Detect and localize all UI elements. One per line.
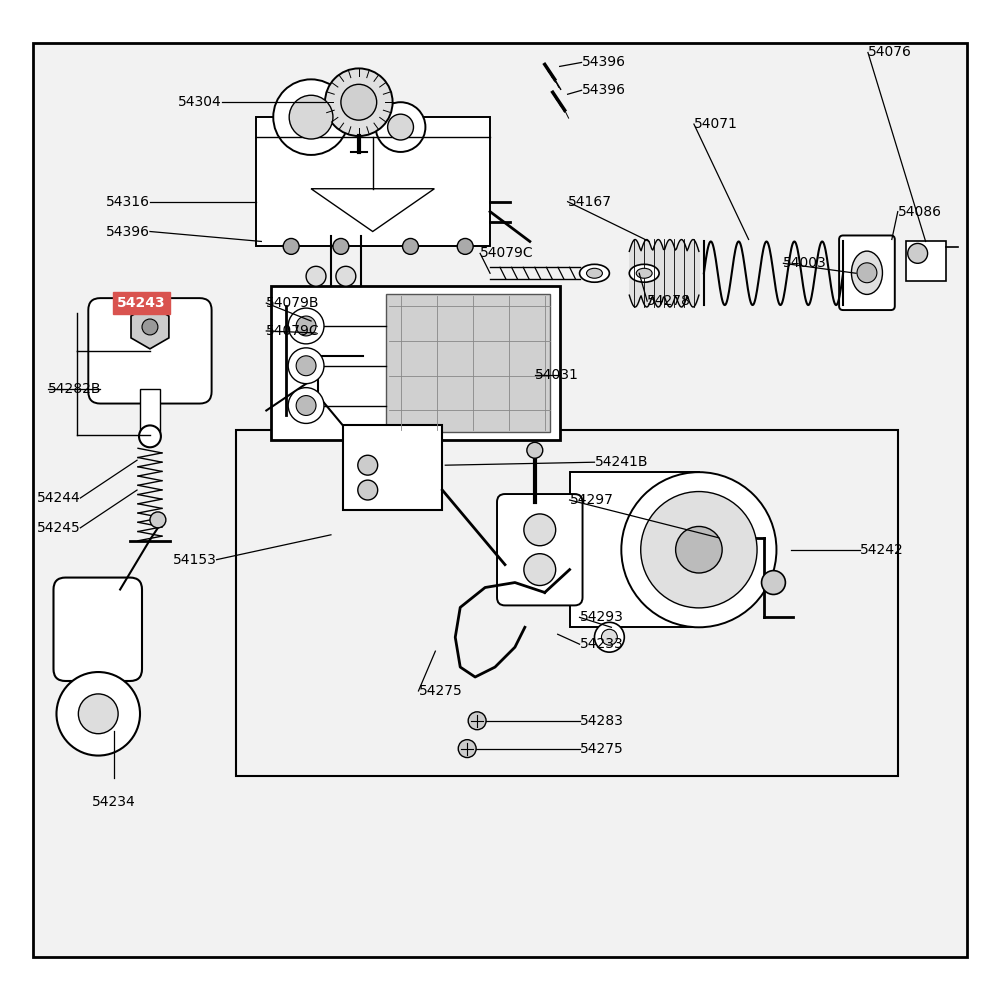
Text: 54243: 54243: [117, 296, 166, 310]
Text: 54304: 54304: [178, 95, 222, 109]
Text: 54242: 54242: [860, 543, 904, 557]
Circle shape: [376, 102, 425, 152]
Circle shape: [296, 396, 316, 415]
Text: 54244: 54244: [37, 491, 80, 505]
Text: 54283: 54283: [580, 714, 623, 728]
Circle shape: [358, 480, 378, 500]
Bar: [236, 430, 898, 776]
Text: 54241B: 54241B: [594, 455, 648, 469]
Bar: [140, 389, 160, 436]
Circle shape: [289, 95, 333, 139]
Text: 54316: 54316: [106, 195, 150, 209]
Text: 54275: 54275: [418, 684, 462, 698]
Text: 54079C: 54079C: [480, 246, 534, 260]
Circle shape: [336, 266, 356, 286]
Ellipse shape: [580, 264, 609, 282]
Text: 54167: 54167: [568, 195, 612, 209]
FancyBboxPatch shape: [53, 578, 142, 681]
Text: 54275: 54275: [580, 742, 623, 756]
Text: 54396: 54396: [106, 225, 150, 238]
Circle shape: [341, 84, 377, 120]
Circle shape: [333, 238, 349, 254]
Circle shape: [762, 571, 785, 594]
Text: 54245: 54245: [37, 521, 80, 535]
Circle shape: [288, 348, 324, 384]
Circle shape: [358, 455, 378, 475]
Bar: [570, 472, 699, 627]
Circle shape: [288, 388, 324, 423]
Bar: [271, 286, 560, 440]
Text: 54233: 54233: [580, 637, 623, 651]
Circle shape: [621, 472, 776, 627]
Circle shape: [150, 512, 166, 528]
Text: 54086: 54086: [898, 205, 942, 219]
Circle shape: [857, 263, 877, 283]
Text: 54071: 54071: [694, 117, 738, 131]
Ellipse shape: [636, 268, 652, 278]
Text: 54278: 54278: [647, 294, 691, 308]
Text: 54079C: 54079C: [266, 324, 320, 338]
FancyBboxPatch shape: [497, 494, 583, 605]
Circle shape: [594, 622, 624, 652]
Text: 54079B: 54079B: [266, 296, 320, 310]
Polygon shape: [311, 189, 434, 232]
Text: 54293: 54293: [580, 610, 623, 624]
Text: 54396: 54396: [582, 83, 626, 97]
Bar: [256, 117, 490, 246]
Circle shape: [142, 319, 158, 335]
Text: 54396: 54396: [582, 55, 626, 69]
Circle shape: [601, 629, 617, 645]
Circle shape: [296, 356, 316, 376]
Circle shape: [288, 308, 324, 344]
Circle shape: [458, 740, 476, 758]
Circle shape: [403, 238, 418, 254]
Circle shape: [388, 114, 413, 140]
Circle shape: [78, 694, 118, 734]
Ellipse shape: [587, 268, 602, 278]
Circle shape: [676, 526, 722, 573]
Circle shape: [296, 316, 316, 336]
Polygon shape: [131, 305, 169, 349]
Ellipse shape: [851, 251, 882, 294]
Circle shape: [524, 554, 556, 586]
Circle shape: [139, 425, 161, 447]
Text: 54282B: 54282B: [48, 382, 101, 396]
FancyBboxPatch shape: [88, 298, 212, 404]
Circle shape: [524, 514, 556, 546]
Bar: [386, 294, 550, 432]
Circle shape: [306, 266, 326, 286]
FancyBboxPatch shape: [839, 235, 895, 310]
Text: 54031: 54031: [535, 368, 579, 382]
Text: 54297: 54297: [570, 493, 613, 507]
Text: 54003: 54003: [783, 256, 827, 270]
Bar: [343, 425, 442, 510]
Text: 54153: 54153: [173, 553, 217, 567]
Circle shape: [641, 492, 757, 608]
Circle shape: [457, 238, 473, 254]
Circle shape: [283, 238, 299, 254]
Text: 54076: 54076: [868, 45, 912, 60]
Bar: [906, 241, 946, 281]
Ellipse shape: [629, 264, 659, 282]
Circle shape: [908, 243, 928, 263]
Circle shape: [325, 68, 393, 136]
Circle shape: [56, 672, 140, 756]
Circle shape: [527, 442, 543, 458]
Circle shape: [468, 712, 486, 730]
Circle shape: [273, 79, 349, 155]
Text: 54234: 54234: [92, 795, 136, 809]
